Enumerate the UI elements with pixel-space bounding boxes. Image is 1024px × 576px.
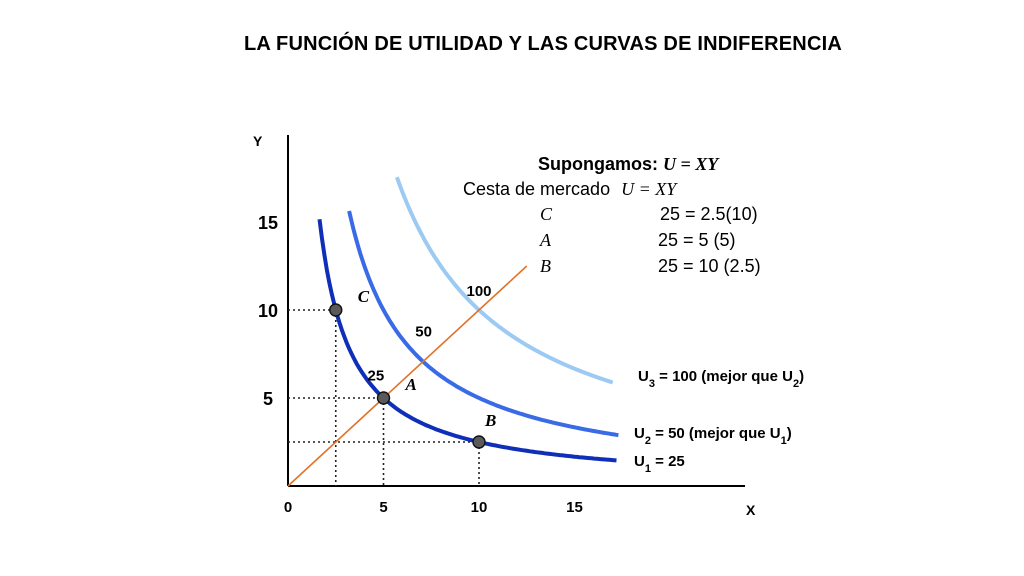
utility-ray <box>287 265 528 487</box>
curve-label-main2: U <box>782 368 793 385</box>
page-title: LA FUNCIÓN DE UTILIDAD Y LAS CURVAS DE I… <box>243 33 842 55</box>
x-tick-15: 15 <box>566 499 583 516</box>
explanation-heading: Supongamos: U = XY <box>538 154 720 174</box>
y-tick-15: 15 <box>258 213 278 233</box>
ray-label-50: 50 <box>415 323 432 340</box>
point-label-C: C <box>358 287 370 306</box>
ray-label-100: 100 <box>466 283 491 300</box>
curve-label-rest: = 50 (mejor que <box>651 425 770 442</box>
x-axis-label: X <box>746 502 756 518</box>
explanation-heading-formula: U = XY <box>663 154 720 174</box>
row-label-text: Cesta de mercado <box>463 179 610 199</box>
curve-label-end: ) <box>799 368 804 385</box>
curve-label-sub2: 1 <box>781 435 787 447</box>
row-basket-a: A <box>539 230 552 250</box>
curve-label-u2: U2 = 50 (mejor que U1) <box>634 425 792 447</box>
curve-label-sub: 1 <box>645 463 651 475</box>
indifference-curves <box>317 176 619 463</box>
curve-label-rest: = 100 (mejor que <box>655 368 782 385</box>
row-equation-c: 25 = 2.5(10) <box>660 204 758 224</box>
row-basket-b: B <box>540 256 551 276</box>
y-axis-label: Y <box>253 133 263 149</box>
point-C <box>329 303 343 317</box>
row-label-formula: U = XY <box>621 179 678 199</box>
row-equation-a: 25 = 5 (5) <box>658 230 736 250</box>
curve-label-u3: U3 = 100 (mejor que U2) <box>638 368 804 390</box>
curve-label-sub: 3 <box>649 378 655 390</box>
curve-label-main: U <box>634 425 645 442</box>
x-tick-0: 0 <box>284 499 292 516</box>
curve-label-rest: = 25 <box>651 453 685 470</box>
point-B <box>472 435 486 449</box>
ray-label-25: 25 <box>368 367 385 384</box>
point-A <box>376 391 391 405</box>
curve-label-main: U <box>634 453 645 470</box>
y-tick-5: 5 <box>263 389 273 409</box>
basket-points: C A B <box>329 287 496 449</box>
curve-label-main2: U <box>770 425 781 442</box>
dotted-guides <box>288 309 480 486</box>
point-label-B: B <box>484 411 496 430</box>
curve-u3 <box>395 176 614 385</box>
explanation: Supongamos: U = XY Cesta de mercado U = … <box>463 154 761 276</box>
curve-label-u1: U1 = 25 <box>634 453 685 475</box>
curve-u2 <box>347 210 619 438</box>
curve-label-end: ) <box>787 425 792 442</box>
x-tick-10: 10 <box>471 499 488 516</box>
row-equation-b: 25 = 10 (2.5) <box>658 256 761 276</box>
curve-u1 <box>317 219 617 463</box>
x-tick-5: 5 <box>379 499 387 516</box>
ray-line <box>287 265 528 487</box>
tick-labels: 0 5 10 15 5 10 15 <box>258 213 583 516</box>
point-label-A: A <box>405 375 417 394</box>
curve-label-main: U <box>638 368 649 385</box>
curve-label-sub: 2 <box>645 435 651 447</box>
y-tick-10: 10 <box>258 301 278 321</box>
curve-label-sub2: 2 <box>793 378 799 390</box>
row-basket-c: C <box>540 204 553 224</box>
ray-labels: 25 50 100 <box>368 283 492 384</box>
explanation-heading-text: Supongamos: <box>538 154 663 174</box>
explanation-row-label: Cesta de mercado U = XY <box>463 179 678 199</box>
